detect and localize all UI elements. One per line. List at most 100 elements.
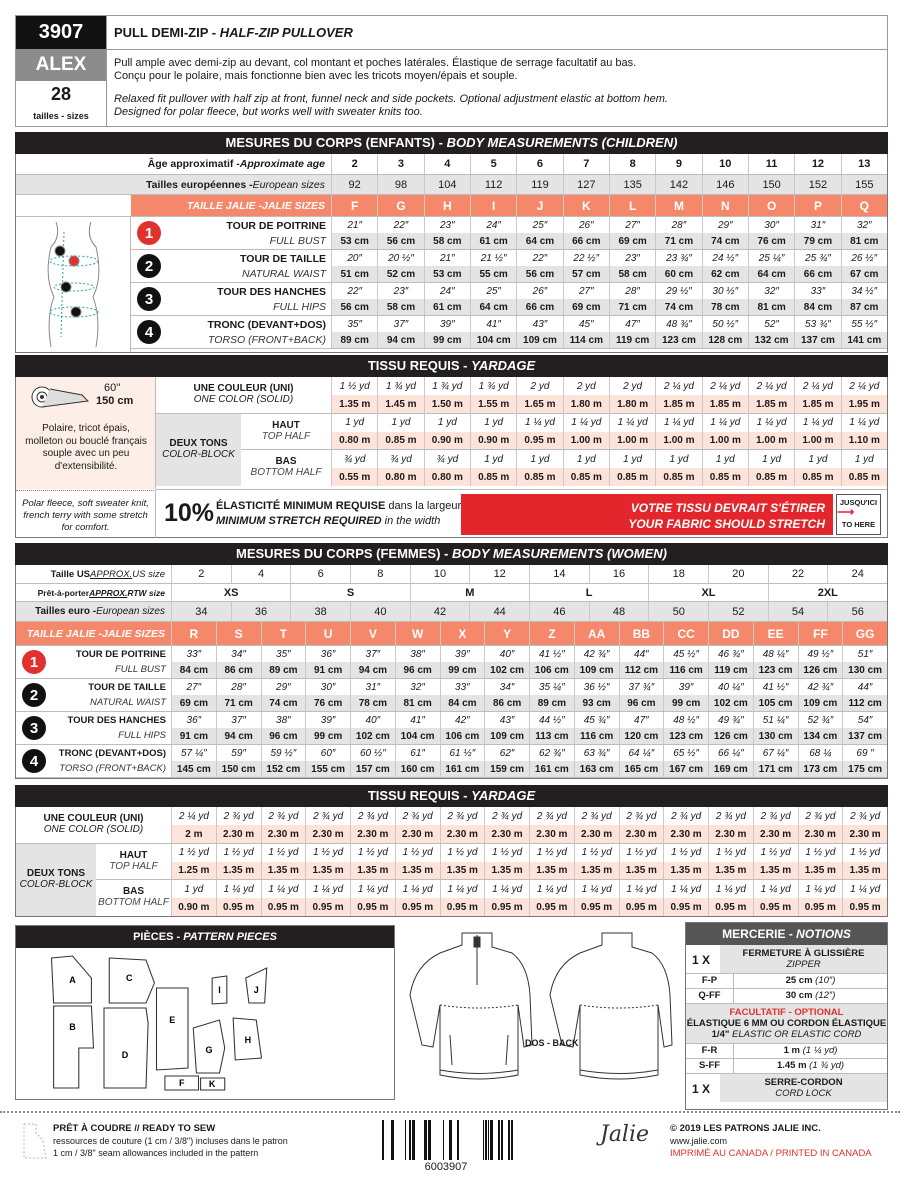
m-cell: 1.35 m <box>331 395 377 413</box>
inch-cell: 36″ <box>171 712 216 728</box>
m-cell: 1.35 m <box>752 861 798 879</box>
us-size-row-cell: 14 <box>529 565 589 583</box>
measurement-values: 22″ 23″ 24″ 25″ 26″ 27″ 28″ 29 ½″ 30 ½″ 32″ 33″ 34 … <box>331 283 887 315</box>
euro-cell: 152 <box>794 175 840 194</box>
rtw-size-row-cell: M <box>409 584 529 601</box>
measurement-row: 2 TOUR DE TAILLE NATURAL WAIST 20″ 20 ½″ 21″ 2… <box>131 250 887 283</box>
children-measurements-table: MESURES DU CORPS (ENFANTS) - BODY MEASUR… <box>15 132 888 353</box>
measurement-values: 20″ 20 ½″ 21″ 21 ½″ 22″ 22 ½″ 23″ 23 ¾″ 24 ½″ 25 … <box>331 250 887 282</box>
m-cell: 2.30 m <box>484 825 529 843</box>
m-cell: 0.90 m <box>469 431 516 449</box>
arrow-right-icon: ⟶ <box>837 505 855 519</box>
inch-cell: 47″ <box>608 316 655 332</box>
inch-cell: 42″ <box>439 712 485 728</box>
cm-cell: 161 cm <box>529 761 574 777</box>
inch-cell: 28″ <box>655 217 701 233</box>
barcode-bar <box>457 1120 459 1160</box>
pattern-pieces: PIÈCES - PATTERN PIECES A B C D E F G H I J K <box>15 925 395 1100</box>
inch-cell: 22″ <box>516 250 562 266</box>
inch-cell: 51 ¼″ <box>752 712 798 728</box>
jalie-size-label: TAILLE JALIE -JALIE SIZES <box>131 195 331 216</box>
one-color-values: 1 ½ yd 1 ¾ yd 1 ¾ yd 1 ¾ yd 2 yd 2 yd 2 yd 2 ¼ … <box>331 377 887 413</box>
inch-cell: 39″ <box>305 712 350 728</box>
size-row: S-FF 1.45 m (1 ¾ yd) <box>686 1059 887 1074</box>
euro-cell: 92 <box>331 175 377 194</box>
row-label: Âge approximatif - Approximate age <box>16 154 331 174</box>
pullover-front-back-illustration <box>409 932 673 1080</box>
cm-cell: 102 cm <box>350 728 395 744</box>
title-en: HALF-ZIP PULLOVER <box>219 25 353 40</box>
website-link[interactable]: www.jalie.com <box>670 1136 728 1146</box>
inch-cell: 36 ½″ <box>573 679 619 695</box>
cm-cell: 163 cm <box>573 761 619 777</box>
stretch-bar-fr: VOTRE TISSU DEVRAIT S'ÉTIRER <box>630 501 825 515</box>
yd-values: 1 ½ yd 1 ½ yd 1 ½ yd 1 ½ yd 1 ½ yd 1 ½ yd 1 ½ … <box>171 844 887 862</box>
cm-cell: 69 cm <box>562 299 609 315</box>
women-yardage-table: TISSU REQUIS - YARDAGE UNE COULEUR (UNI)… <box>15 785 888 917</box>
yd-cell: 1 ½ yd <box>618 844 664 862</box>
inch-cell: 54″ <box>842 712 887 728</box>
inch-cell: 20″ <box>331 250 377 266</box>
cm-cell: 137 cm <box>794 332 840 348</box>
size-range: F-P <box>686 974 734 988</box>
inch-cell: 33″ <box>171 646 216 662</box>
cm-cell: 76 cm <box>747 233 794 249</box>
yd-cell: 1 ¼ yd <box>794 414 840 432</box>
m-cell: 0.95 m <box>752 898 798 916</box>
jalie-size-cell: S <box>215 622 261 645</box>
age-cell: 5 <box>469 154 516 174</box>
inch-cell: 26″ <box>562 217 609 233</box>
inch-cell: 43″ <box>516 316 562 332</box>
jalie-size-row: TAILLE JALIE -JALIE SIZES F G H I J K L M N O P Q <box>16 195 887 217</box>
fabric-description-en: Polar fleece, soft sweater knit, french … <box>16 490 156 538</box>
yd-cell: 1 yd <box>655 450 701 468</box>
cm-cell: 71 cm <box>608 299 655 315</box>
cm-cell: 171 cm <box>752 761 798 777</box>
us-size-row-cell: 12 <box>469 565 529 583</box>
pattern-piece-label: K <box>209 1079 216 1089</box>
one-color-en: ONE COLOR (SOLID) <box>43 824 144 835</box>
label-fr: Taille US <box>50 568 91 580</box>
measurement-row: 1 TOUR DE POITRINE FULL BUST 21″ 22″ 23″ 24″ 25… <box>131 217 887 250</box>
m-cell: 1.35 m <box>260 861 306 879</box>
inch-cell: 45″ <box>562 316 609 332</box>
m-cell: 1.50 m <box>423 395 470 413</box>
inch-cell: 63 ¾″ <box>573 745 619 761</box>
yd-cell: 2 ¼ yd <box>701 377 748 395</box>
yd-cell: 1 ¼ yd <box>516 414 562 432</box>
inch-cell: 22″ <box>377 217 423 233</box>
measurement-name-en: TORSO (FRONT+BACK) <box>208 334 326 346</box>
fabric-width-in: 60'' <box>104 382 121 394</box>
cm-cell: 81 cm <box>747 299 794 315</box>
m-cell: 0.95 m <box>708 898 753 916</box>
euro-cell: 142 <box>655 175 701 194</box>
m-cell: 1.35 m <box>394 861 440 879</box>
inch-cell: 23″ <box>423 217 470 233</box>
label-fr: Tailles euro - <box>35 606 97 617</box>
euro-size-row-cell: 48 <box>588 602 649 621</box>
jalie-size-cell: R <box>171 622 216 645</box>
values: ¾ yd ¾ yd ¾ yd 1 yd 1 yd 1 yd 1 yd 1 yd 1 yd 1 yd… <box>331 450 887 486</box>
measurement-name-en: FULL BUST <box>114 664 166 675</box>
cm-values: 145 cm 150 cm 152 cm 155 cm 157 cm 160 cm 161 … <box>171 761 887 777</box>
top-half-label: HAUT TOP HALF <box>96 844 171 879</box>
inch-cell: 59″ <box>215 745 261 761</box>
jalie-size-cell: CC <box>663 622 708 645</box>
m-cell: 0.95 m <box>516 431 562 449</box>
jalie-size-cell: U <box>305 622 350 645</box>
row-label: Tailles euro - European sizes <box>16 602 171 621</box>
cm-cell: 94 cm <box>350 662 395 678</box>
m-cell: 2.30 m <box>797 825 843 843</box>
cm-cell: 123 cm <box>663 728 708 744</box>
m-cell: 2.30 m <box>663 825 708 843</box>
age-row: Âge approximatif - Approximate age 2 3 4 5 6 7… <box>16 154 887 175</box>
m-cell: 1.45 m <box>377 395 423 413</box>
measurement-name-fr: TOUR DE TAILLE <box>240 253 326 265</box>
jalie-size-cell: Z <box>529 622 574 645</box>
euro-size-row-cell: 42 <box>409 602 470 621</box>
inch-cell: 49 ½″ <box>797 646 843 662</box>
cm-cell: 102 cm <box>708 695 753 711</box>
yd-cell: ¾ yd <box>331 450 377 468</box>
m-cell: 0.95 m <box>350 898 395 916</box>
inch-cell: 27″ <box>562 283 609 299</box>
